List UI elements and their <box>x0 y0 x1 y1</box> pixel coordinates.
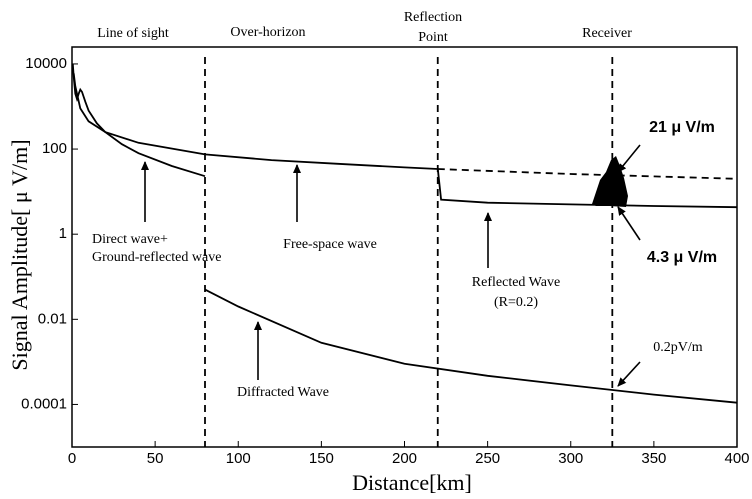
annotation: Free-space wave <box>283 237 377 252</box>
annotation: Ground-reflected wave <box>92 250 221 265</box>
plot-frame <box>71 46 738 448</box>
header: Receiver <box>582 26 632 41</box>
signal-blob <box>592 156 628 207</box>
header: Over-horizon <box>230 25 305 40</box>
arrow <box>617 144 641 173</box>
annotation: (R=0.2) <box>494 295 538 310</box>
y-tick-label: 0.01 <box>38 310 67 327</box>
annotation: 0.2pV/m <box>653 340 703 355</box>
x-tick-label: 250 <box>475 450 500 467</box>
series-line <box>204 288 738 404</box>
x-tick-label: 200 <box>392 450 417 467</box>
y-tick-label: 10000 <box>25 55 67 72</box>
x-tick-label: 50 <box>147 450 164 467</box>
y-tick-label: 0.0001 <box>21 395 67 412</box>
series-line <box>437 168 738 180</box>
annotation: 4.3 μ V/m <box>647 249 717 266</box>
annotation: Direct wave+ <box>92 232 168 247</box>
y-tick-label: 100 <box>42 140 67 157</box>
annotation: Diffracted Wave <box>237 385 329 400</box>
x-axis-title: Distance[km] <box>352 470 472 495</box>
arrow <box>617 206 641 241</box>
series-line <box>436 168 738 209</box>
header: Reflection <box>404 10 462 25</box>
x-tick-label: 350 <box>641 450 666 467</box>
series-line <box>71 63 206 178</box>
y-tick-label: 1 <box>59 225 67 242</box>
header: Point <box>418 30 448 45</box>
arrow <box>617 361 641 387</box>
x-tick-label: 0 <box>68 450 76 467</box>
x-tick-label: 400 <box>724 450 749 467</box>
x-tick-label: 300 <box>558 450 583 467</box>
annotation: 21 μ V/m <box>649 119 715 136</box>
y-axis-title: Signal Amplitude[ μ V/m] <box>7 139 32 370</box>
x-tick-label: 150 <box>309 450 334 467</box>
series-line <box>72 73 438 170</box>
annotation: Reflected Wave <box>472 275 560 290</box>
header: Line of sight <box>97 26 169 41</box>
x-tick-label: 100 <box>226 450 251 467</box>
